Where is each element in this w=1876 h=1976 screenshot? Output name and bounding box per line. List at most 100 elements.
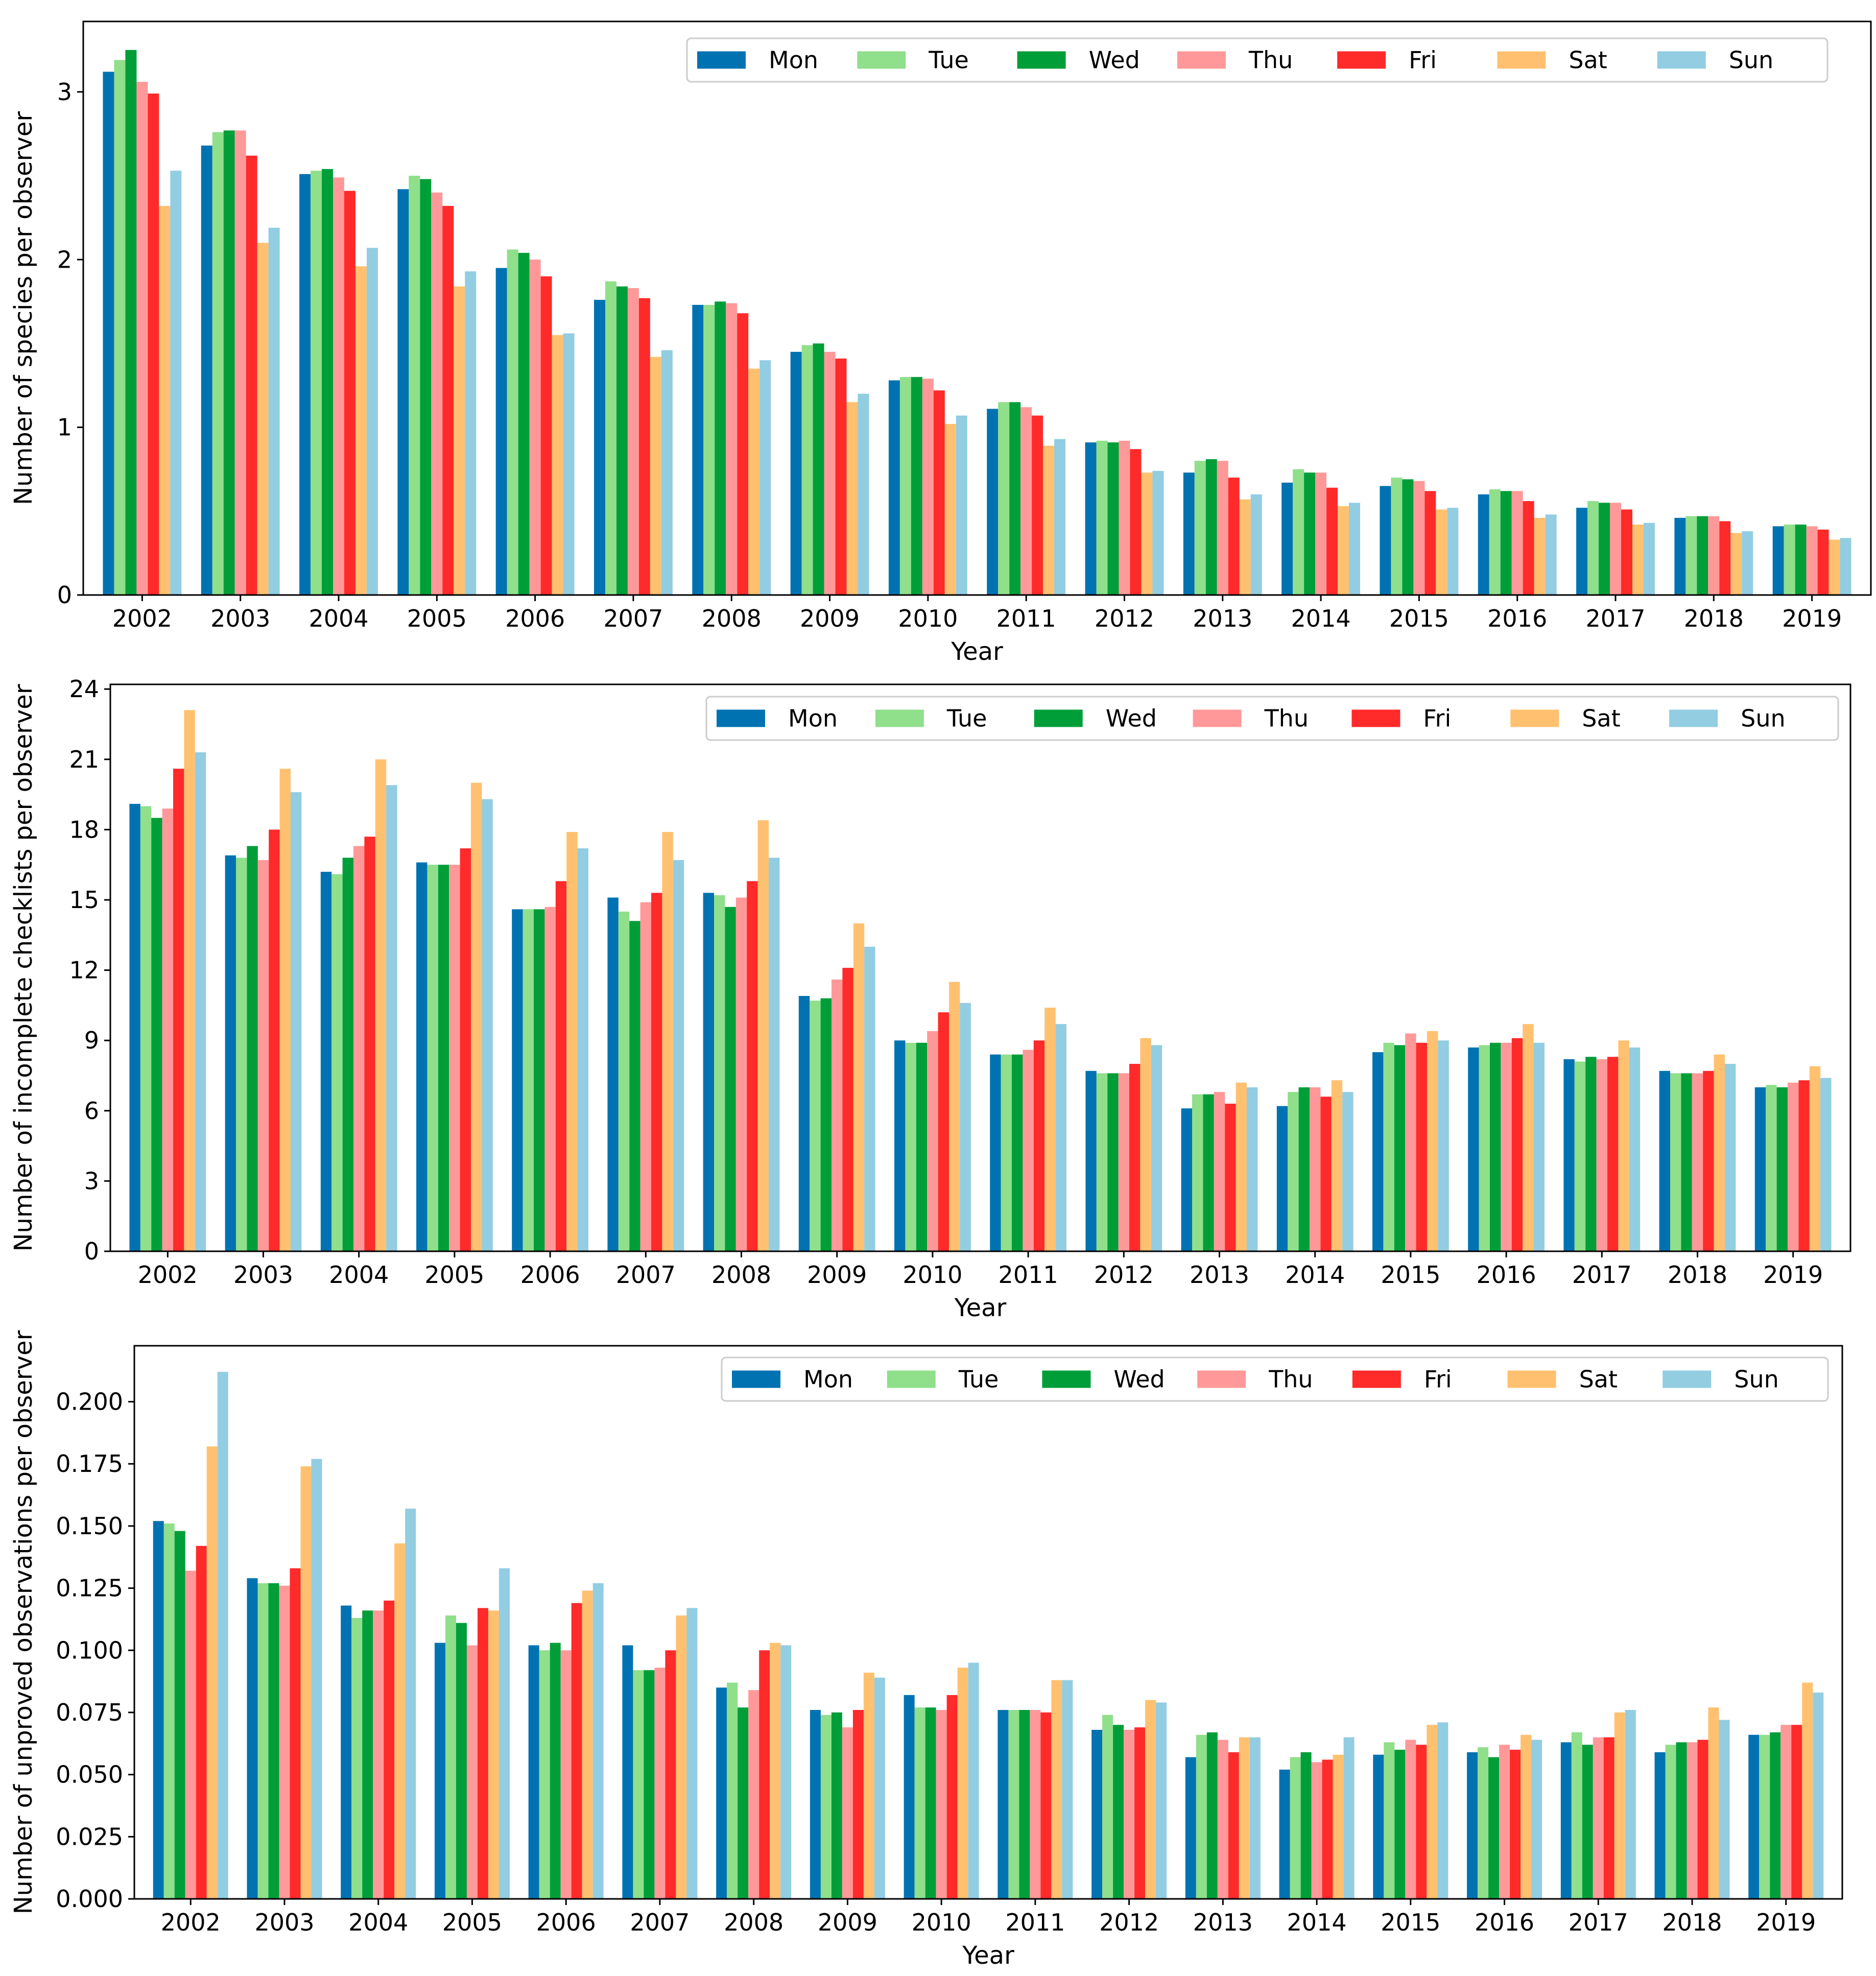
bar-mon-2013 bbox=[1183, 472, 1195, 595]
legend-box bbox=[721, 1356, 1829, 1402]
bar-wed-2018 bbox=[1697, 516, 1708, 595]
bar-tue-2011 bbox=[1008, 1710, 1019, 1899]
bar-sat-2016 bbox=[1534, 517, 1546, 595]
bar-mon-2019 bbox=[1748, 1734, 1760, 1899]
bar-fri-2019 bbox=[1817, 529, 1829, 595]
bar-wed-2016 bbox=[1500, 491, 1512, 595]
legend-label-thu: Thu bbox=[1264, 705, 1309, 732]
bar-fri-2005 bbox=[460, 848, 471, 1251]
bar-sun-2009 bbox=[874, 1677, 885, 1899]
bar-mon-2012 bbox=[1085, 442, 1097, 595]
bar-sat-2008 bbox=[770, 1642, 781, 1899]
legend-label-sun: Sun bbox=[1729, 46, 1774, 74]
bar-thu-2004 bbox=[333, 177, 344, 595]
bar-mon-2018 bbox=[1654, 1752, 1666, 1899]
legend-swatch-thu bbox=[1177, 51, 1226, 69]
bar-fri-2004 bbox=[364, 837, 375, 1251]
bar-mon-2008 bbox=[692, 304, 704, 595]
bar-wed-2010 bbox=[911, 377, 922, 595]
bar-sat-2015 bbox=[1427, 1031, 1438, 1251]
bar-tue-2015 bbox=[1384, 1742, 1395, 1899]
bar-mon-2009 bbox=[798, 996, 810, 1251]
bar-sat-2007 bbox=[676, 1615, 687, 1899]
bar-fri-2006 bbox=[571, 1603, 582, 1899]
bar-wed-2003 bbox=[268, 1583, 279, 1899]
bar-fri-2006 bbox=[540, 276, 552, 595]
bar-thu-2012 bbox=[1118, 1073, 1129, 1251]
bar-tue-2002 bbox=[140, 806, 152, 1251]
x-tick-label: 2009 bbox=[818, 1909, 877, 1936]
bar-thu-2014 bbox=[1311, 1762, 1322, 1899]
bar-sun-2016 bbox=[1545, 514, 1557, 595]
bar-wed-2002 bbox=[174, 1531, 185, 1899]
bar-thu-2019 bbox=[1787, 1082, 1799, 1251]
bar-fri-2013 bbox=[1225, 1104, 1236, 1251]
bar-mon-2017 bbox=[1563, 1059, 1575, 1251]
bar-wed-2009 bbox=[813, 343, 824, 595]
bar-thu-2009 bbox=[824, 351, 836, 595]
plot-frame bbox=[82, 20, 1872, 596]
bar-sat-2006 bbox=[566, 831, 578, 1251]
bar-sun-2019 bbox=[1820, 1078, 1832, 1251]
bar-wed-2018 bbox=[1681, 1073, 1692, 1251]
bar-fri-2013 bbox=[1228, 1752, 1239, 1899]
bar-mon-2015 bbox=[1372, 1052, 1384, 1251]
bar-thu-2006 bbox=[544, 907, 556, 1251]
bar-wed-2004 bbox=[342, 858, 354, 1251]
bar-sun-2018 bbox=[1724, 1064, 1736, 1251]
bar-sat-2006 bbox=[552, 335, 563, 595]
bar-wed-2005 bbox=[438, 865, 449, 1251]
legend-label-thu: Thu bbox=[1248, 46, 1293, 74]
bar-mon-2009 bbox=[810, 1710, 821, 1899]
bar-wed-2004 bbox=[322, 169, 334, 596]
bar-sat-2003 bbox=[279, 769, 291, 1251]
bar-mon-2014 bbox=[1276, 1106, 1288, 1251]
bar-tue-2009 bbox=[810, 1001, 821, 1251]
bar-tue-2006 bbox=[523, 909, 534, 1251]
bar-sun-2010 bbox=[956, 415, 967, 595]
bar-fri-2007 bbox=[665, 1650, 676, 1899]
legend-swatch-fri bbox=[1351, 709, 1400, 727]
bar-wed-2004 bbox=[362, 1610, 373, 1899]
legend-label-fri: Fri bbox=[1409, 46, 1437, 74]
x-tick-label: 2007 bbox=[616, 1261, 676, 1289]
bar-fri-2017 bbox=[1603, 1737, 1614, 1899]
bar-thu-2002 bbox=[136, 82, 148, 595]
bar-sun-2010 bbox=[968, 1662, 979, 1899]
bar-thu-2007 bbox=[654, 1668, 666, 1899]
bar-wed-2006 bbox=[518, 253, 530, 595]
x-tick-label: 2002 bbox=[138, 1261, 198, 1289]
bar-sat-2009 bbox=[853, 923, 865, 1251]
bar-sat-2013 bbox=[1239, 1737, 1250, 1899]
bar-sun-2004 bbox=[366, 248, 378, 595]
bar-tue-2012 bbox=[1096, 440, 1108, 595]
bar-fri-2011 bbox=[1032, 415, 1043, 595]
bar-fri-2017 bbox=[1621, 509, 1632, 595]
legend-box bbox=[686, 37, 1828, 83]
bar-mon-2012 bbox=[1091, 1730, 1103, 1899]
bar-thu-2010 bbox=[927, 1031, 938, 1251]
bar-mon-2007 bbox=[607, 897, 619, 1251]
bar-wed-2019 bbox=[1776, 1087, 1788, 1251]
bar-wed-2008 bbox=[738, 1707, 749, 1899]
y-tick-label: 6 bbox=[84, 1097, 99, 1125]
x-tick-label: 2014 bbox=[1291, 605, 1351, 632]
bar-fri-2010 bbox=[946, 1695, 958, 1899]
bar-tue-2016 bbox=[1478, 1747, 1489, 1899]
bar-fri-2010 bbox=[933, 390, 945, 595]
bar-sat-2005 bbox=[471, 782, 482, 1251]
y-tick-label: 0.025 bbox=[56, 1823, 123, 1850]
bar-thu-2008 bbox=[726, 303, 738, 595]
bar-tue-2014 bbox=[1288, 1092, 1299, 1251]
bar-thu-2005 bbox=[466, 1645, 478, 1899]
bar-tue-2013 bbox=[1194, 461, 1206, 595]
x-tick-label: 2008 bbox=[711, 1261, 771, 1289]
bar-sat-2017 bbox=[1614, 1712, 1625, 1899]
legend-swatch-sun bbox=[1657, 51, 1706, 69]
bar-tue-2008 bbox=[703, 304, 715, 595]
bar-thu-2005 bbox=[449, 865, 460, 1251]
bar-fri-2007 bbox=[651, 893, 662, 1251]
bar-thu-2019 bbox=[1780, 1725, 1792, 1899]
chart-2: 2002 2003 2004 2005 2006 2007 2008 2009 2010 2011… bbox=[9, 675, 1851, 1322]
bar-mon-2011 bbox=[990, 1054, 1001, 1251]
